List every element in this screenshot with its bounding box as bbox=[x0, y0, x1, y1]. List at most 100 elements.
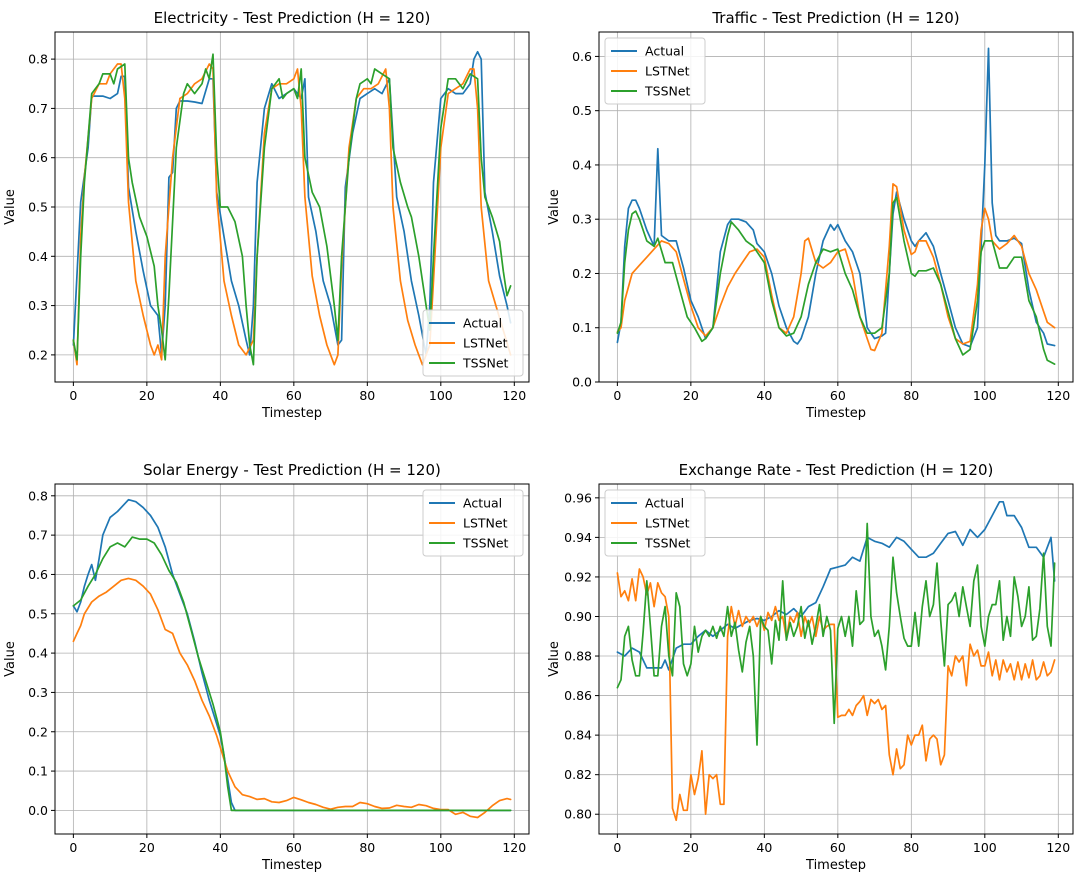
y-tick-label: 0.7 bbox=[28, 101, 48, 116]
y-tick-label: 0.92 bbox=[564, 569, 592, 584]
y-tick-label: 0.1 bbox=[28, 764, 48, 779]
x-tick-label: 80 bbox=[903, 388, 919, 403]
x-tick-label: 20 bbox=[683, 840, 699, 855]
legend-item-actual: Actual bbox=[611, 496, 684, 511]
y-tick-label: 0.7 bbox=[28, 528, 48, 543]
legend-item-actual: Actual bbox=[429, 316, 502, 331]
x-tick-label: 100 bbox=[973, 388, 997, 403]
legend-label: Actual bbox=[645, 496, 684, 511]
y-tick-label: 0.86 bbox=[564, 688, 592, 703]
y-tick-label: 0.2 bbox=[28, 724, 48, 739]
x-tick-label: 80 bbox=[359, 840, 375, 855]
y-tick-label: 0.90 bbox=[564, 609, 592, 624]
y-tick-label: 0.0 bbox=[28, 803, 48, 818]
y-tick-label: 0.6 bbox=[572, 49, 592, 64]
x-tick-label: 20 bbox=[683, 388, 699, 403]
y-axis-label: Value bbox=[547, 641, 562, 677]
y-tick-label: 0.96 bbox=[564, 490, 592, 505]
series-line-actual bbox=[72, 498, 512, 812]
y-tick-label: 0.1 bbox=[572, 320, 592, 335]
x-tick-label: 0 bbox=[613, 840, 621, 855]
y-tick-label: 0.5 bbox=[28, 200, 48, 215]
chart-electricity: 0 20 40 60 80 100 120 0.2 0.3 0.4 0.5 0.6 0.7 0.8 Elec… bbox=[3, 9, 530, 421]
series-group bbox=[616, 47, 1056, 365]
legend-item-actual: Actual bbox=[429, 496, 502, 511]
x-tick-label: 40 bbox=[212, 840, 228, 855]
x-tick-label: 120 bbox=[502, 388, 526, 403]
legend-label: LSTNet bbox=[645, 516, 690, 531]
y-tick-label: 0.84 bbox=[564, 728, 592, 743]
y-tick-label: 0.88 bbox=[564, 649, 592, 664]
y-tick-label: 0.5 bbox=[28, 606, 48, 621]
legend-box bbox=[604, 489, 706, 557]
legend-label: Actual bbox=[463, 496, 502, 511]
chart-title: Traffic - Test Prediction (H = 120) bbox=[711, 9, 959, 27]
chart-title: Solar Energy - Test Prediction (H = 120) bbox=[143, 461, 441, 479]
x-tick-label: 0 bbox=[69, 840, 77, 855]
chart-traffic: 0 20 40 60 80 100 120 0.0 0.1 0.2 0.3 0.4 0.5 0.6 Traf… bbox=[547, 9, 1074, 421]
y-tick-label: 0.82 bbox=[564, 767, 592, 782]
series-line-lstnet bbox=[72, 63, 512, 366]
series-line-lstnet bbox=[72, 577, 512, 819]
x-tick-label: 20 bbox=[139, 840, 155, 855]
y-tick-label: 0.4 bbox=[28, 646, 48, 661]
chart-solar-energy: 0 20 40 60 80 100 120 0.0 0.1 0.2 0.3 0.4 0.5 0.6 0.7 0… bbox=[3, 461, 530, 873]
x-tick-label: 0 bbox=[613, 388, 621, 403]
series-line-tssnet bbox=[72, 53, 512, 366]
x-tick-label: 60 bbox=[830, 388, 846, 403]
legend-label: TSSNet bbox=[644, 84, 691, 99]
legend: Actual LSTNet TSSNet bbox=[604, 37, 706, 105]
x-tick-label: 60 bbox=[830, 840, 846, 855]
y-tick-label: 0.4 bbox=[28, 249, 48, 264]
x-tick-label: 100 bbox=[429, 840, 453, 855]
x-tick-label: 100 bbox=[973, 840, 997, 855]
legend-item-actual: Actual bbox=[611, 44, 684, 59]
y-tick-label: 0.8 bbox=[28, 52, 48, 67]
legend-label: Actual bbox=[645, 44, 684, 59]
series-line-tssnet bbox=[616, 522, 1056, 746]
x-tick-label: 80 bbox=[359, 388, 375, 403]
y-tick-label: 0.3 bbox=[28, 685, 48, 700]
series-line-actual bbox=[616, 500, 1056, 671]
legend-item-lstnet: LSTNet bbox=[429, 336, 508, 351]
y-tick-label: 0.8 bbox=[28, 488, 48, 503]
legend-box bbox=[422, 489, 524, 557]
x-axis-label: Timestep bbox=[805, 858, 866, 873]
y-tick-label: 0.5 bbox=[572, 103, 592, 118]
legend-item-lstnet: LSTNet bbox=[429, 516, 508, 531]
x-tick-label: 80 bbox=[903, 840, 919, 855]
series-group bbox=[72, 498, 512, 819]
x-tick-label: 60 bbox=[286, 388, 302, 403]
x-axis-label: Timestep bbox=[805, 406, 866, 421]
y-tick-label: 0.2 bbox=[572, 266, 592, 281]
x-tick-label: 120 bbox=[502, 840, 526, 855]
y-axis-label: Value bbox=[3, 189, 18, 225]
legend-item-tssnet: TSSNet bbox=[429, 356, 509, 371]
y-tick-label: 0.4 bbox=[572, 157, 592, 172]
legend-label: TSSNet bbox=[644, 536, 691, 551]
y-tick-label: 0.6 bbox=[28, 567, 48, 582]
x-tick-label: 0 bbox=[69, 388, 77, 403]
legend: Actual LSTNet TSSNet bbox=[604, 489, 706, 557]
legend-item-lstnet: LSTNet bbox=[611, 64, 690, 79]
y-tick-label: 0.6 bbox=[28, 150, 48, 165]
legend-label: Actual bbox=[463, 316, 502, 331]
chart-exchange-rate: 0 20 40 60 80 100 120 0.80 0.82 0.84 0.86 0.88 0.90 0… bbox=[547, 461, 1074, 873]
x-tick-label: 40 bbox=[756, 840, 772, 855]
x-tick-label: 40 bbox=[756, 388, 772, 403]
legend: Actual LSTNet TSSNet bbox=[422, 309, 524, 377]
gridlines bbox=[599, 484, 1073, 834]
series-line-actual bbox=[616, 47, 1056, 348]
legend: Actual LSTNet TSSNet bbox=[422, 489, 524, 557]
legend-label: TSSNet bbox=[462, 356, 509, 371]
x-tick-label: 20 bbox=[139, 388, 155, 403]
chart-title: Exchange Rate - Test Prediction (H = 120… bbox=[679, 461, 994, 479]
y-axis-label: Value bbox=[547, 189, 562, 225]
x-axis-label: Timestep bbox=[261, 858, 322, 873]
legend-item-tssnet: TSSNet bbox=[429, 536, 509, 551]
y-axis-label: Value bbox=[3, 641, 18, 677]
legend-label: LSTNet bbox=[645, 64, 690, 79]
legend-label: TSSNet bbox=[462, 536, 509, 551]
series-line-lstnet bbox=[616, 183, 1056, 352]
